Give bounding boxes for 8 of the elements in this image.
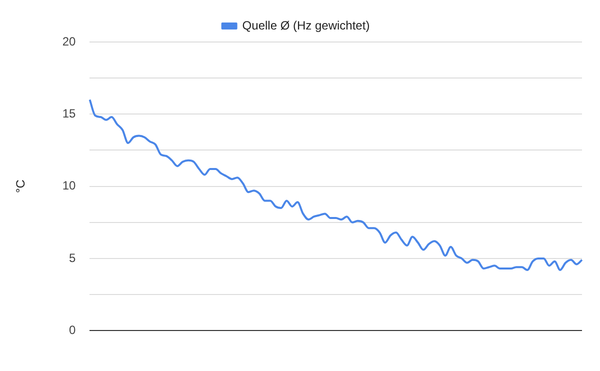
y-tick-label: 0 bbox=[69, 322, 76, 337]
y-tick-label: 5 bbox=[69, 250, 76, 265]
line-series bbox=[88, 98, 583, 271]
y-axis-title: °C bbox=[14, 179, 28, 194]
y-tick-label: 20 bbox=[62, 34, 76, 48]
y-tick-label: 15 bbox=[62, 106, 76, 120]
y-tick-label: 10 bbox=[62, 178, 76, 193]
legend-label: Quelle Ø (Hz gewichtet) bbox=[242, 18, 370, 32]
